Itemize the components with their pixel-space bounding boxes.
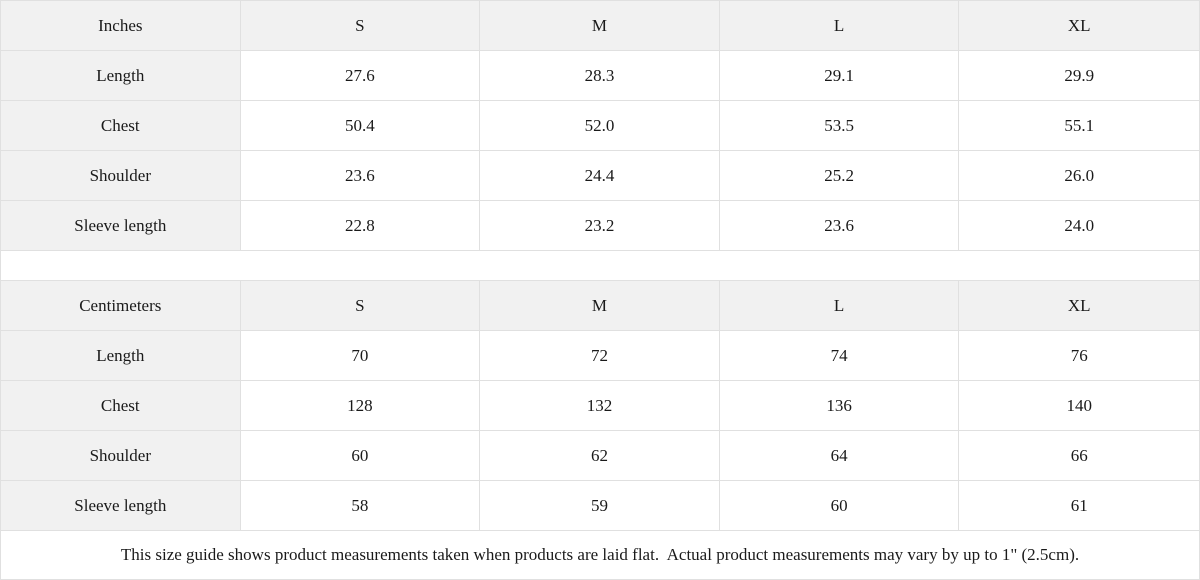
value-cell: 72 [480,331,720,381]
size-header-cell: S [240,1,481,51]
value-cell: 23.6 [240,151,481,201]
value-cell: 140 [959,381,1199,431]
value-cell: 136 [719,381,960,431]
size-header-cell: M [480,281,720,331]
value-cell: 60 [240,431,481,481]
value-cell: 24.4 [480,151,720,201]
value-cell: 29.9 [959,51,1199,101]
value-cell: 50.4 [240,101,481,151]
value-cell: 76 [959,331,1199,381]
size-table-centimeters: Centimeters S M L XL Length 70 72 74 76 … [1,281,1199,531]
row-label-cell: Length [1,331,241,381]
value-cell: 28.3 [480,51,720,101]
size-header-cell: XL [959,1,1199,51]
size-header-cell: S [240,281,481,331]
value-cell: 55.1 [959,101,1199,151]
size-header-cell: XL [959,281,1199,331]
row-label-cell: Sleeve length [1,201,241,251]
value-cell: 27.6 [240,51,481,101]
value-cell: 29.1 [719,51,960,101]
value-cell: 26.0 [959,151,1199,201]
size-table-inches: Inches S M L XL Length 27.6 28.3 29.1 29… [1,1,1199,251]
value-cell: 53.5 [719,101,960,151]
value-cell: 70 [240,331,481,381]
value-cell: 60 [719,481,960,531]
row-label-cell: Shoulder [1,431,241,481]
size-header-cell: M [480,1,720,51]
value-cell: 23.2 [480,201,720,251]
value-cell: 74 [719,331,960,381]
footer-note: This size guide shows product measuremen… [1,531,1199,579]
value-cell: 23.6 [719,201,960,251]
size-header-cell: L [719,281,960,331]
value-cell: 62 [480,431,720,481]
row-label-cell: Chest [1,381,241,431]
value-cell: 66 [959,431,1199,481]
value-cell: 59 [480,481,720,531]
value-cell: 25.2 [719,151,960,201]
unit-header-cell: Inches [1,1,241,51]
value-cell: 52.0 [480,101,720,151]
row-label-cell: Length [1,51,241,101]
value-cell: 24.0 [959,201,1199,251]
value-cell: 61 [959,481,1199,531]
size-header-cell: L [719,1,960,51]
unit-header-cell: Centimeters [1,281,241,331]
value-cell: 132 [480,381,720,431]
value-cell: 22.8 [240,201,481,251]
value-cell: 128 [240,381,481,431]
spacer-row [1,251,1199,281]
row-label-cell: Shoulder [1,151,241,201]
value-cell: 58 [240,481,481,531]
value-cell: 64 [719,431,960,481]
row-label-cell: Sleeve length [1,481,241,531]
row-label-cell: Chest [1,101,241,151]
